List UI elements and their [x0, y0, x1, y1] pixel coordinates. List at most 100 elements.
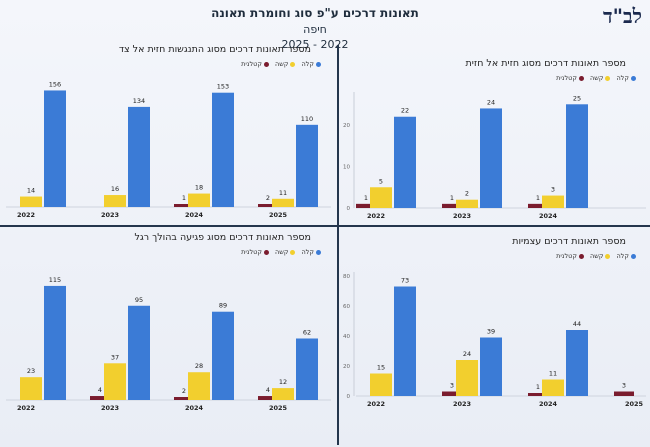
legend-swatch-serious	[605, 75, 611, 81]
data-label: 37	[111, 353, 119, 361]
bar-light-2022	[394, 286, 416, 396]
bar-fatal-2025	[258, 204, 278, 207]
legend-item-serious: קשה	[274, 248, 296, 256]
data-label: 1	[536, 383, 540, 391]
data-label: 16	[111, 185, 119, 193]
data-label: 24	[463, 350, 471, 358]
legend-label-serious: קשה	[589, 74, 604, 82]
bar-light-2022	[44, 285, 66, 400]
bar-light-2025	[296, 338, 318, 400]
data-label: 11	[279, 189, 287, 197]
data-label: 1	[450, 194, 454, 202]
subtitle-years: 2025 - 2022	[281, 38, 349, 51]
legend-item-light: קלה	[301, 60, 321, 68]
bar-light-2023	[128, 305, 150, 400]
bar-serious-2024	[542, 379, 564, 396]
chart-panel-top-left: מספר תאונות דרכים מסוג התנגשות חזית אל צ…	[0, 44, 335, 224]
bar-serious-2025	[272, 388, 294, 400]
bar-light-2025	[296, 124, 318, 207]
legend-swatch-fatal	[263, 249, 269, 255]
x-tick-label: 2023	[101, 211, 119, 219]
data-label: 3	[622, 382, 626, 390]
bar-serious-2022	[20, 377, 42, 400]
legend-swatch-fatal	[578, 253, 584, 259]
bar-fatal-2024	[174, 397, 194, 400]
chart-legend: קלה קשה קטלנית	[235, 248, 321, 256]
bar-fatal-2025	[614, 391, 634, 396]
data-label: 73	[401, 277, 409, 285]
bar-fatal-2024	[528, 393, 548, 396]
bar-fatal-2022	[356, 203, 376, 208]
x-tick-label: 2022	[367, 400, 385, 408]
data-label: 5	[379, 177, 383, 185]
legend-swatch-light	[316, 249, 321, 255]
legend-item-fatal: קטלנית	[241, 60, 269, 68]
data-label: 134	[133, 97, 145, 105]
bar-light-2023	[128, 106, 150, 207]
x-tick-label: 2022	[17, 211, 35, 219]
y-tick-label: 80	[343, 274, 350, 280]
bar-light-2024	[212, 92, 234, 207]
legend-swatch-serious	[290, 61, 296, 67]
chart-title: מספר תאונות דרכים מסוג חזית אל חזית	[465, 58, 626, 69]
data-label: 95	[135, 296, 143, 304]
bar-serious-2022	[370, 373, 392, 396]
data-label: 2	[182, 387, 186, 395]
data-label: 39	[487, 328, 495, 336]
data-label: 12	[279, 378, 287, 386]
bar-serious-2023	[456, 199, 478, 208]
chart-panel-top-right: מספר תאונות דרכים מסוג חזית אל חזית קלה קש…	[340, 58, 650, 224]
legend-item-light: קלה	[616, 252, 636, 260]
x-tick-label: 2025	[269, 404, 288, 412]
legend-item-serious: קשה	[590, 252, 611, 260]
bar-serious-2023	[104, 363, 126, 400]
legend-item-fatal: קטלנית	[556, 74, 584, 82]
bar-fatal-2023	[90, 396, 110, 400]
bar-serious-2023	[104, 195, 126, 207]
y-tick-label: 10	[343, 165, 350, 171]
chart-panel-bottom-left: מספר תאונות דרכים מסוג פגיעה בהולך רגל קל…	[0, 232, 335, 447]
bar-serious-2025	[272, 198, 294, 207]
data-label: 2	[465, 190, 469, 198]
data-label: 1	[364, 194, 368, 202]
legend-item-light: קלה	[301, 248, 321, 256]
legend-label-light: קלה	[616, 252, 629, 260]
bar-serious-2024	[188, 193, 210, 207]
data-label: 25	[573, 94, 581, 102]
x-tick-label: 2024	[539, 212, 558, 220]
y-tick-label: 40	[343, 334, 350, 340]
chart-legend: קלה קשה קטלנית	[550, 252, 636, 260]
legend-label-serious: קשה	[274, 248, 289, 256]
data-label: 4	[266, 386, 270, 394]
legend-swatch-light	[631, 75, 636, 81]
logo: לב"ד	[602, 4, 642, 28]
data-label: 1	[182, 194, 186, 202]
bar-light-2024	[566, 330, 588, 396]
horizontal-divider	[0, 225, 650, 227]
chart-svg: 23 115 2022 4 37 95 2023 2 28 89 2024 4 12 62 2025	[6, 276, 331, 412]
legend-label-serious: קשה	[274, 60, 289, 68]
legend-swatch-fatal	[578, 75, 584, 81]
legend-label-light: קלה	[301, 248, 314, 256]
x-tick-label: 2023	[453, 212, 471, 220]
subtitle-city: חיפה	[303, 23, 327, 36]
legend-item-serious: קשה	[274, 60, 296, 68]
data-label: 156	[49, 80, 61, 88]
data-label: 23	[27, 367, 35, 375]
legend-label-fatal: קטלנית	[556, 74, 577, 82]
data-label: 1	[536, 194, 540, 202]
legend-item-fatal: קטלנית	[241, 248, 269, 256]
bar-fatal-2024	[174, 204, 194, 207]
chart-title: מספר תאונות דרכים עצמיות	[512, 236, 626, 247]
x-tick-label: 2022	[17, 404, 35, 412]
chart-svg: 0 10 20 1 5 22 2022 1 2 24 2023 1 3 25 2024	[343, 92, 646, 220]
legend-swatch-light	[316, 61, 321, 67]
bar-serious-2022	[370, 187, 392, 208]
vertical-divider	[337, 45, 339, 445]
data-label: 22	[401, 107, 409, 115]
legend-label-fatal: קטלנית	[556, 252, 577, 260]
y-tick-label: 20	[343, 123, 350, 129]
data-label: 14	[27, 187, 35, 195]
bar-serious-2023	[456, 360, 478, 396]
